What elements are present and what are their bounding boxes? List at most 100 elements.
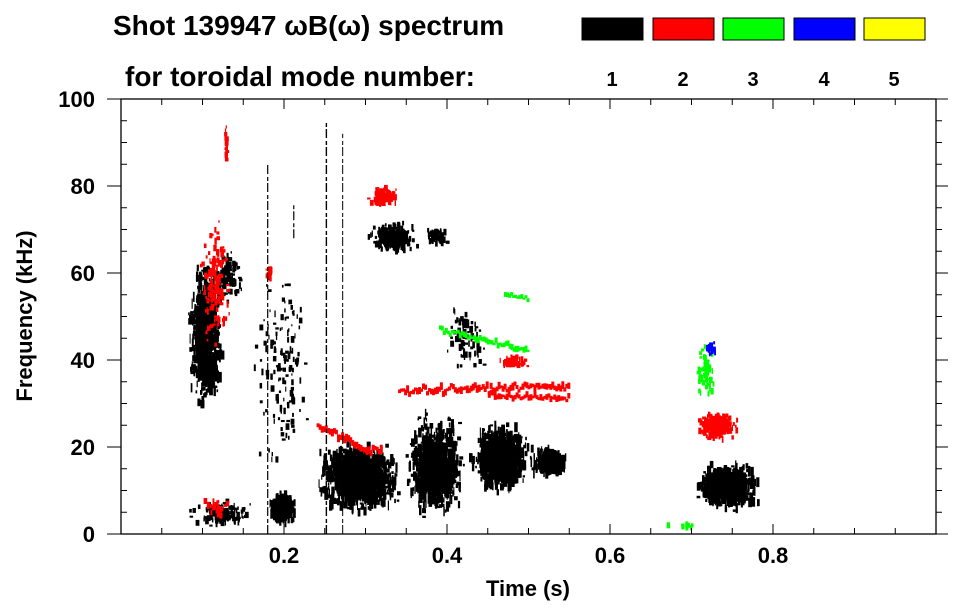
spectrum-mark-mode-1	[197, 285, 199, 289]
spectrum-mark-mode-1	[347, 502, 350, 507]
spectrum-mark-mode-1	[501, 475, 503, 482]
spectrum-mark-mode-1	[350, 479, 352, 483]
spectrum-mark-mode-1	[351, 472, 354, 479]
spectrum-mark-mode-1	[321, 474, 323, 480]
spectrum-mark-mode-1	[513, 460, 517, 470]
spectrum-mark-mode-1	[547, 448, 551, 453]
spectrum-mark-mode-1	[203, 346, 206, 350]
spectrum-mark-mode-1	[228, 274, 232, 282]
spectrum-mark-mode-1	[241, 507, 246, 511]
spectrum-mark-mode-1	[233, 502, 235, 507]
spectrum-mark-mode-1	[230, 506, 233, 512]
spectrum-mark-mode-1	[206, 302, 210, 308]
spectrum-mark-mode-1	[319, 448, 322, 457]
spectrum-mark-mode-1	[500, 451, 502, 460]
spectrum-mark-mode-1	[374, 472, 378, 479]
spectrum-mark-mode-1	[425, 485, 430, 492]
spectrum-mark-mode-1	[520, 438, 523, 444]
spectrum-mark-mode-1	[422, 433, 424, 439]
spectrum-mark-mode-1	[350, 495, 353, 504]
spectrum-mark-mode-1	[544, 461, 548, 468]
spectrum-mark-mode-1	[237, 266, 241, 269]
spectrum-mark-mode-1	[563, 465, 565, 473]
spectrum-mark-mode-1	[501, 463, 503, 474]
spectrum-mark-mode-1	[204, 516, 209, 520]
spectrum-mark-mode-1	[215, 515, 218, 520]
spectrum-mark-mode-1	[448, 461, 450, 473]
spectrum-mark-mode-1	[372, 486, 376, 492]
spectrum-mark-mode-1	[509, 450, 511, 454]
spectrum-mark-mode-1	[224, 265, 227, 272]
spectrum-mark-mode-1	[367, 498, 370, 501]
spectrum-mark-mode-1	[556, 454, 559, 463]
spectrum-mark-mode-1	[382, 474, 384, 481]
spectrum-mark-mode-1	[419, 445, 423, 453]
spectrum-mark-mode-1	[357, 447, 360, 457]
spectrum-mark-mode-1	[213, 319, 218, 328]
spectrum-mark-mode-1	[207, 355, 211, 360]
spectrum-mark-mode-1	[349, 503, 352, 508]
spectrum-mark-mode-1	[197, 287, 201, 293]
spectrum-mark-mode-1	[448, 422, 451, 428]
spectrum-mark-mode-1	[395, 473, 398, 477]
spectrum-mark-mode-1	[205, 333, 209, 339]
spectrum-mark-mode-1	[496, 442, 500, 453]
spectrum-mark-mode-1	[503, 433, 505, 441]
spectrum-mark-mode-1	[203, 393, 207, 398]
spectrum-mark-mode-1	[522, 448, 525, 458]
spectrum-mark-mode-1	[338, 486, 341, 489]
spectrum-mark-mode-1	[201, 276, 206, 281]
spectrum-mark-mode-1	[417, 416, 422, 419]
spectrum-mark-mode-1	[196, 264, 199, 272]
spectrum-mark-mode-1	[454, 460, 458, 471]
spectrum-mark-mode-1	[503, 428, 505, 433]
spectrum-mark-mode-1	[230, 277, 233, 283]
spectrum-mark-mode-1	[406, 479, 410, 486]
spectrum-mark-mode-1	[485, 467, 490, 471]
spectrum-mark-mode-1	[197, 373, 200, 382]
spectrum-mark-mode-1	[433, 441, 438, 445]
spectrum-mark-mode-1	[347, 481, 351, 493]
spectrum-mark-mode-1	[487, 478, 489, 481]
spectrum-mark-mode-1	[414, 434, 418, 444]
spectrum-mark-mode-1	[341, 489, 343, 493]
spectrum-mark-mode-1	[216, 350, 220, 361]
spectrum-mark-mode-1	[286, 508, 289, 515]
spectrum-mark-mode-1	[369, 473, 371, 482]
spectrum-mark-mode-1	[541, 469, 544, 474]
spectrum-mark-mode-1	[208, 332, 212, 339]
spectrum-mark-mode-1	[442, 443, 447, 452]
spectrum-mark-mode-1	[351, 498, 356, 506]
spectrum-mark-mode-1	[205, 507, 209, 513]
spectrum-mark-mode-1	[437, 423, 439, 431]
spectrum-mark-mode-1	[426, 417, 428, 422]
spectrum-mark-mode-1	[511, 455, 515, 459]
spectrum-mark-mode-1	[451, 483, 454, 489]
spectrum-mark-mode-1	[332, 457, 335, 469]
spectrum-mark-mode-1	[450, 455, 454, 463]
spectrum-mark-mode-1	[350, 452, 354, 460]
spectrum-mark-mode-1	[394, 478, 396, 487]
spectrum-mark-mode-1	[420, 425, 423, 432]
spectrum-mark-mode-1	[440, 460, 445, 464]
spectrum-mark-mode-1	[546, 459, 550, 466]
spectrum-mark-mode-1	[355, 463, 359, 473]
spectrum-mark-mode-1	[378, 476, 381, 483]
spectrum-mark-mode-1	[418, 427, 421, 432]
spectrum-mark-mode-1	[194, 304, 197, 309]
spectrum-mark-mode-1	[545, 447, 547, 455]
spectrum-mark-mode-1	[454, 467, 458, 478]
spectrum-mark-mode-1	[542, 458, 544, 469]
spectrum-mark-mode-1	[238, 519, 240, 523]
spectrum-mark-mode-1	[498, 467, 501, 478]
spectrum-mark-mode-1	[360, 496, 362, 502]
spectrum-mark-mode-1	[484, 435, 489, 440]
spectrum-mark-mode-1	[200, 352, 202, 363]
spectrum-mark-mode-1	[495, 437, 498, 442]
spectrum-mark-mode-1	[197, 293, 201, 297]
spectrum-mark-mode-1	[275, 508, 279, 519]
spectrum-mark-mode-1	[338, 492, 340, 499]
spectrum-mark-mode-1	[281, 497, 284, 503]
spectrum-mark-mode-1	[458, 460, 462, 467]
